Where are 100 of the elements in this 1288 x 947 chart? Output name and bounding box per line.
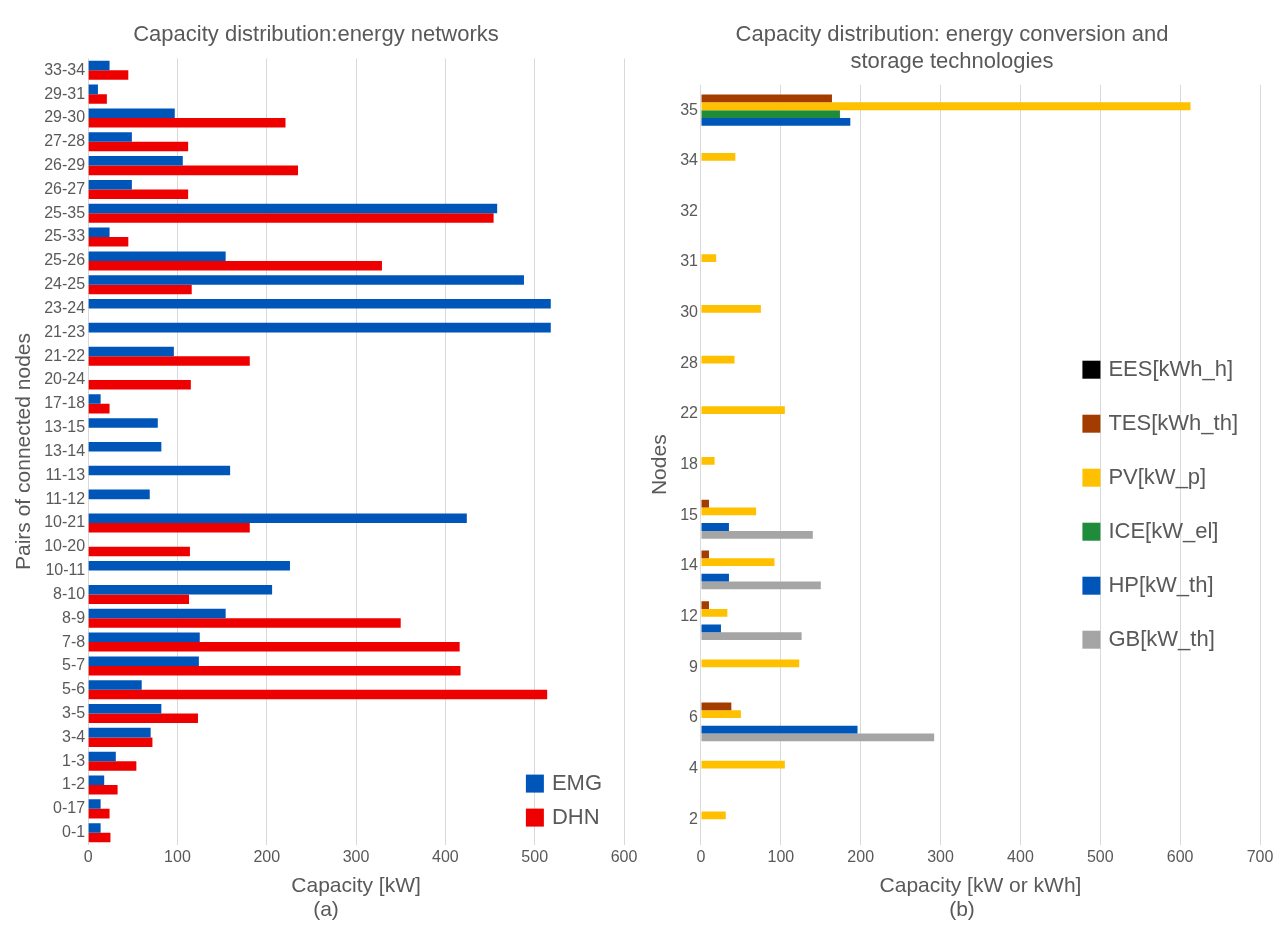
bar bbox=[88, 785, 118, 795]
y-tick-label: 30 bbox=[680, 303, 699, 321]
bar bbox=[88, 704, 162, 714]
bar bbox=[88, 689, 548, 700]
bar bbox=[701, 507, 757, 516]
bar bbox=[88, 823, 101, 833]
y-tick-label: 18 bbox=[680, 455, 699, 473]
x-tick-label: 200 bbox=[847, 847, 875, 865]
y-tick-label: 21-22 bbox=[44, 346, 86, 364]
bar bbox=[88, 665, 461, 676]
bar bbox=[88, 727, 151, 738]
bar bbox=[701, 117, 851, 126]
bar bbox=[88, 275, 524, 285]
x-tick-label: 0 bbox=[83, 847, 93, 865]
x-tick-label: 100 bbox=[164, 847, 191, 865]
bar bbox=[701, 624, 721, 633]
x-tick-label: 400 bbox=[432, 847, 459, 865]
chart-title: Capacity distribution:energy networks bbox=[133, 21, 499, 47]
bar bbox=[701, 601, 709, 609]
y-tick-label: 8-9 bbox=[62, 608, 86, 626]
bar bbox=[701, 153, 736, 161]
bar bbox=[88, 213, 494, 223]
bar bbox=[88, 561, 290, 571]
bar bbox=[88, 799, 101, 809]
bar bbox=[88, 546, 190, 557]
bar bbox=[88, 179, 132, 190]
bar bbox=[88, 108, 175, 118]
bar bbox=[701, 304, 761, 313]
y-tick-label: 5-7 bbox=[62, 656, 86, 674]
x-tick-label: 500 bbox=[1086, 847, 1114, 865]
chart-title: Capacity distribution: energy conversion and storage technologies bbox=[735, 21, 1169, 73]
bar bbox=[88, 251, 226, 261]
y-tick-label: 17-18 bbox=[44, 394, 86, 412]
bar bbox=[88, 189, 189, 199]
bar bbox=[88, 394, 101, 404]
y-tick-label: 11-13 bbox=[45, 465, 86, 483]
bar bbox=[88, 299, 551, 309]
y-tick-label: 0-17 bbox=[53, 799, 86, 817]
x-tick-label: 100 bbox=[767, 847, 795, 865]
x-tick-label: 400 bbox=[1007, 847, 1034, 865]
bar bbox=[88, 808, 110, 819]
y-tick-label: 22 bbox=[680, 404, 699, 422]
bar bbox=[88, 761, 137, 771]
bar bbox=[88, 165, 299, 176]
y-tick-label: 12 bbox=[680, 607, 699, 625]
legend-label: EES[kWh_h] bbox=[1108, 355, 1234, 381]
bar bbox=[88, 642, 460, 652]
bar bbox=[701, 659, 800, 668]
y-tick-label: 25-35 bbox=[44, 203, 86, 221]
bar bbox=[701, 702, 732, 711]
x-tick-label: 500 bbox=[521, 847, 549, 865]
bar bbox=[701, 573, 729, 582]
y-tick-label: 29-30 bbox=[44, 108, 86, 126]
bar bbox=[701, 530, 813, 539]
bar bbox=[88, 737, 153, 747]
bar bbox=[701, 733, 935, 742]
y-tick-label: 10-21 bbox=[44, 513, 86, 531]
bar bbox=[88, 522, 250, 533]
bar bbox=[701, 632, 802, 640]
bar bbox=[88, 117, 286, 128]
bar bbox=[88, 713, 198, 724]
y-tick-label: 33-34 bbox=[44, 60, 86, 78]
bar bbox=[88, 513, 467, 523]
bar bbox=[88, 60, 110, 71]
y-tick-label: 27-28 bbox=[44, 132, 86, 150]
text: (a) bbox=[313, 897, 339, 921]
y-tick-label: 10-11 bbox=[45, 561, 86, 579]
x-tick-label: 600 bbox=[1166, 847, 1194, 865]
bar bbox=[88, 84, 98, 95]
bar bbox=[701, 406, 785, 415]
bar bbox=[701, 499, 709, 508]
legend-label: HP[kW_th] bbox=[1108, 571, 1214, 597]
bar bbox=[88, 584, 273, 595]
y-tick-label: 28 bbox=[680, 353, 699, 371]
y-tick-label: 23-24 bbox=[44, 298, 86, 316]
y-tick-label: 20-24 bbox=[44, 370, 86, 388]
bar bbox=[88, 832, 111, 843]
y-tick-label: 29-31 bbox=[44, 84, 86, 102]
y-tick-label: 34 bbox=[680, 151, 699, 169]
y-tick-label: 26-27 bbox=[44, 179, 86, 197]
bar bbox=[701, 550, 709, 559]
y-tick-label: 0-1 bbox=[62, 823, 86, 841]
x-axis-title: Capacity [kW] bbox=[291, 873, 421, 897]
y-tick-label: 31 bbox=[680, 252, 699, 270]
bar bbox=[701, 811, 726, 820]
y-tick-label: 15 bbox=[680, 505, 699, 523]
bar bbox=[88, 632, 200, 643]
bar bbox=[88, 380, 191, 390]
y-tick-label: 4 bbox=[689, 759, 699, 777]
bar bbox=[701, 725, 858, 734]
y-tick-label: 26-29 bbox=[44, 156, 86, 174]
legend-label: TES[kWh_th] bbox=[1108, 409, 1238, 435]
bar bbox=[88, 608, 226, 619]
y-tick-label: 3-4 bbox=[62, 727, 86, 745]
bar bbox=[88, 132, 132, 142]
y-tick-label: 1-3 bbox=[62, 751, 86, 769]
x-tick-label: 300 bbox=[927, 847, 955, 865]
bar bbox=[88, 594, 190, 604]
legend-label: GB[kW_th] bbox=[1108, 625, 1215, 651]
bar bbox=[701, 102, 1191, 111]
